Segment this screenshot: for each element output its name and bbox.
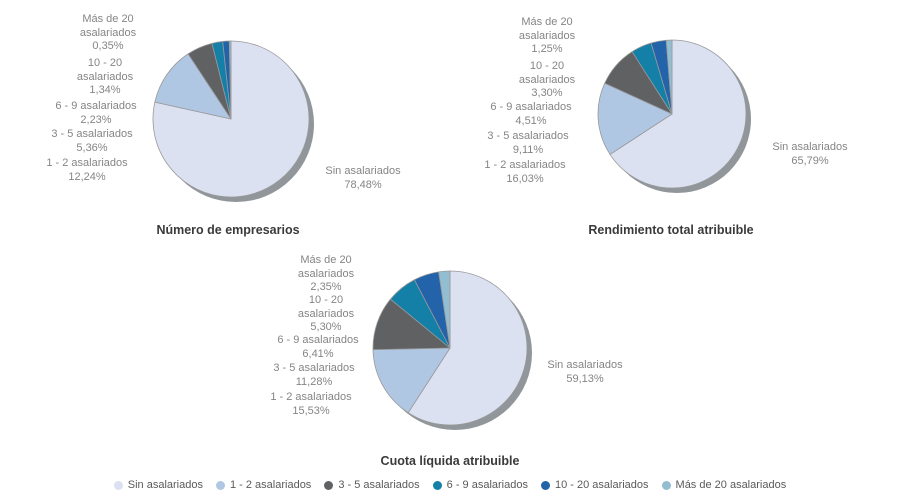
slice-label-percentage: 1,34% [89,84,121,96]
pie-slice-n-mero-de-empresarios-1-2-asalariados [154,53,232,120]
slice-label-n-mero-de-empresarios-1-2-asalariados: 1 - 2 asalariados 12,24% [22,157,152,184]
slice-label-category: 3 - 5 asalariados [51,128,133,140]
slice-label-category: 6 - 9 asalariados [490,101,572,113]
chart-title-rendimiento-total-atribuible: Rendimiento total atribuible [588,223,754,237]
legend-swatch-1-2-asalariados-icon [215,480,225,490]
slice-label-category: 1 - 2 asalariados [484,159,566,171]
slice-label-category: Más de 20 asalariados [79,13,137,39]
slice-label-rendimiento-total-atribuible-m-s-de-20-asalariados: Más de 20 asalariados 1,25% [505,16,589,57]
slice-label-percentage: 4,51% [515,114,547,127]
chart-legend: Sin asalariados 1 - 2 asalariados 3 - 5 as… [0,479,900,491]
legend-item-sin-asalariados: Sin asalariados [113,479,203,491]
legend-item-6-9-asalariados: 6 - 9 asalariados [432,479,528,491]
slice-label-category: 10 - 20 asalariados [76,57,134,83]
slice-label-category: 3 - 5 asalariados [487,130,569,142]
legend-item-3-5-asalariados: 3 - 5 asalariados [324,479,420,491]
slice-label-rendimiento-total-atribuible-sin-asalariados: Sin asalariados 65,79% [750,141,870,168]
slice-label-category: 10 - 20 asalariados [297,294,355,320]
slice-label-cuota-l-quida-atribuible-3-5-asalariados: 3 - 5 asalariados 11,28% [249,362,379,389]
legend-label: 10 - 20 asalariados [554,479,649,491]
pie-slice-cuota-l-quida-atribuible-m-s-de-20-asalariados [438,270,451,349]
slice-label-category: Sin asalariados [772,141,848,153]
legend-swatch-10-20-asalariados-icon [540,480,550,490]
slice-label-percentage: 65,79% [791,154,829,167]
slice-label-n-mero-de-empresarios-sin-asalariados: Sin asalariados 78,48% [303,165,423,192]
pie-slice-cuota-l-quida-atribuible-1-2-asalariados [372,347,451,414]
slice-label-category: Más de 20 asalariados [297,254,355,280]
slice-label-percentage: 11,28% [295,375,333,388]
slice-label-percentage: 5,30% [310,321,342,333]
slice-label-cuota-l-quida-atribuible-6-9-asalariados: 6 - 9 asalariados 6,41% [253,334,383,361]
slice-label-cuota-l-quida-atribuible-m-s-de-20-asalariados: Más de 20 asalariados 2,35% [284,254,368,295]
pie-slice-rendimiento-total-atribuible-m-s-de-20-asalariados [665,39,673,115]
slice-label-cuota-l-quida-atribuible-1-2-asalariados: 1 - 2 asalariados 15,53% [246,391,376,418]
slice-label-percentage: 3,30% [531,87,563,99]
slice-label-rendimiento-total-atribuible-10-20-asalariados: 10 - 20 asalariados 3,30% [505,60,589,101]
pie-slice-rendimiento-total-atribuible-sin-asalariados [609,39,747,189]
pie-slice-cuota-l-quida-atribuible-sin-asalariados [407,270,528,426]
slice-label-percentage: 6,41% [302,347,334,360]
legend-swatch-6-9-asalariados-icon [432,480,442,490]
chart-title-numero-de-empresarios: Número de empresarios [156,223,300,237]
legend-item-1-2-asalariados: 1 - 2 asalariados [215,479,312,491]
legend-swatch-m-s-de-20-asalariados-icon [661,480,671,490]
legend-label: Sin asalariados [127,479,203,491]
legend-item-m-s-de-20-asalariados: Más de 20 asalariados [661,479,787,491]
legend-label: Más de 20 asalariados [675,479,787,491]
slice-label-rendimiento-total-atribuible-1-2-asalariados: 1 - 2 asalariados 16,03% [460,159,590,186]
slice-label-percentage: 5,36% [76,141,108,154]
slice-label-percentage: 9,11% [512,143,544,156]
slice-label-category: 1 - 2 asalariados [46,157,128,169]
slice-label-n-mero-de-empresarios-6-9-asalariados: 6 - 9 asalariados 2,23% [31,100,161,127]
slice-label-percentage: 2,23% [80,113,112,126]
slice-label-n-mero-de-empresarios-3-5-asalariados: 3 - 5 asalariados 5,36% [27,128,157,155]
slice-label-rendimiento-total-atribuible-3-5-asalariados: 3 - 5 asalariados 9,11% [463,130,593,157]
pie-slice-rendimiento-total-atribuible-1-2-asalariados [597,82,673,155]
slice-label-percentage: 59,13% [566,372,604,385]
slice-label-n-mero-de-empresarios-m-s-de-20-asalariados: Más de 20 asalariados 0,35% [66,13,150,54]
slice-label-category: 1 - 2 asalariados [270,391,352,403]
legend-item-10-20-asalariados: 10 - 20 asalariados [540,479,649,491]
legend-swatch-sin-asalariados-icon [113,480,123,490]
legend-swatch-3-5-asalariados-icon [324,480,334,490]
slice-label-category: 3 - 5 asalariados [273,362,355,374]
legend-label: 6 - 9 asalariados [446,479,528,491]
chart-title-cuota-liquida-atribuible: Cuota líquida atribuible [380,454,520,468]
slice-label-percentage: 78,48% [344,178,382,191]
legend-label: 3 - 5 asalariados [338,479,420,491]
slice-label-category: 6 - 9 asalariados [277,334,359,346]
slice-label-category: 6 - 9 asalariados [55,100,137,112]
slice-label-category: 10 - 20 asalariados [518,60,576,86]
legend-label: 1 - 2 asalariados [229,479,312,491]
pie-slice-n-mero-de-empresarios-m-s-de-20-asalariados [228,40,232,120]
slice-label-cuota-l-quida-atribuible-sin-asalariados: Sin asalariados 59,13% [525,359,645,386]
slice-label-percentage: 12,24% [68,170,106,183]
slice-label-percentage: 0,35% [92,40,124,52]
slice-label-percentage: 15,53% [292,404,330,417]
slice-label-rendimiento-total-atribuible-6-9-asalariados: 6 - 9 asalariados 4,51% [466,101,596,128]
slice-label-percentage: 2,35% [310,281,342,293]
slice-label-category: Más de 20 asalariados [518,16,576,42]
slice-label-category: Sin asalariados [547,359,623,371]
slice-label-percentage: 16,03% [506,172,544,185]
slice-label-n-mero-de-empresarios-10-20-asalariados: 10 - 20 asalariados 1,34% [63,57,147,98]
slice-label-percentage: 1,25% [531,43,563,55]
slice-label-category: Sin asalariados [325,165,401,177]
slice-label-cuota-l-quida-atribuible-10-20-asalariados: 10 - 20 asalariados 5,30% [284,294,368,335]
